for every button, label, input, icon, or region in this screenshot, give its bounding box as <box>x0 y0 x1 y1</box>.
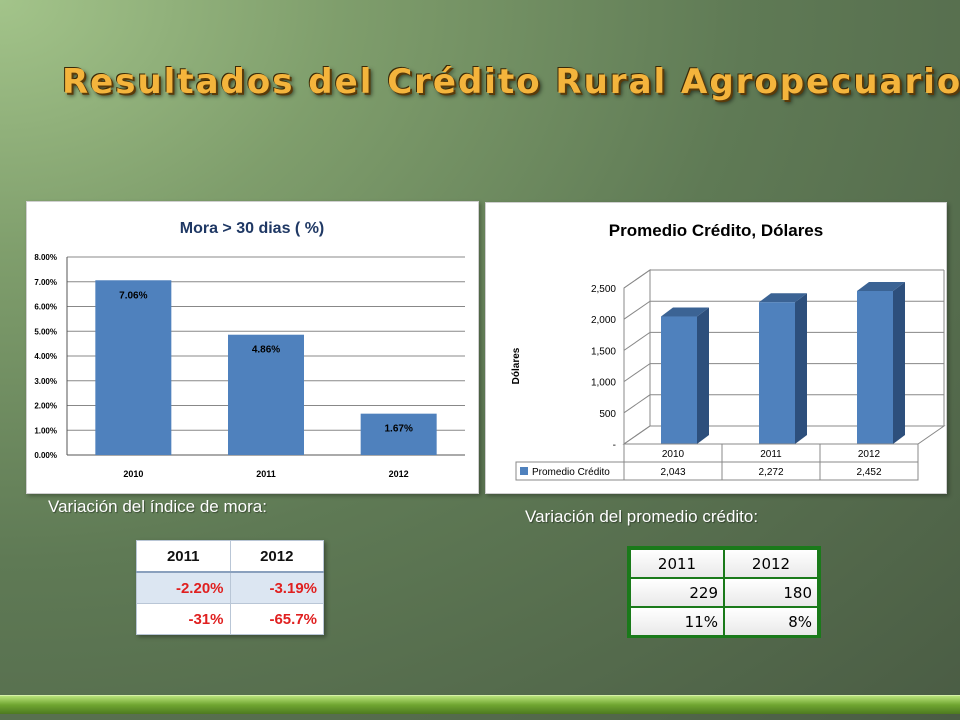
bar <box>759 302 795 444</box>
data-label: 1.67% <box>384 424 412 435</box>
legend-entry: Promedio Crédito <box>532 467 610 478</box>
bar <box>661 316 697 444</box>
bar-top <box>857 281 905 291</box>
y-tick-label: 2,500 <box>591 284 616 295</box>
table-cell: -31% <box>136 603 231 635</box>
grid-line <box>623 300 944 320</box>
x-tick-label: 2011 <box>760 449 782 460</box>
data-table-value: 2,452 <box>856 467 881 478</box>
x-tick-label: 2011 <box>256 469 276 479</box>
caption-mora: Variación del índice de mora: <box>48 497 267 516</box>
table-header-cell: 2011 <box>629 548 725 579</box>
y-tick-label: 3.00% <box>34 377 57 386</box>
mora-variation-table: 2011 2012 -2.20% -3.19% -31% -65.7% <box>136 540 324 635</box>
x-tick-label: 2012 <box>858 449 881 460</box>
bar-top <box>759 293 807 303</box>
y-tick-label: 1,000 <box>591 378 616 389</box>
bar <box>857 290 893 444</box>
y-tick-label: - <box>613 440 616 451</box>
bar <box>95 280 172 455</box>
y-tick-label: 8.00% <box>34 253 57 262</box>
y-tick-label: 2,000 <box>591 315 616 326</box>
table-row: 11% 8% <box>629 606 819 637</box>
y-tick-label: 0.00% <box>34 451 57 460</box>
data-table-value: 2,043 <box>660 467 685 478</box>
table-header-cell: 2012 <box>229 540 324 573</box>
table-cell: 229 <box>629 577 725 608</box>
data-table-value: 2,272 <box>758 467 783 478</box>
y-tick-label: 2.00% <box>34 402 57 411</box>
y-tick-label: 1,500 <box>591 346 616 357</box>
chart-title: Mora > 30 dias ( %) <box>180 220 325 237</box>
bar <box>228 334 304 455</box>
promedio-credito-chart-svg: Promedio Crédito, Dólares - 500 1,000 1,500 2… <box>511 221 946 481</box>
grid-line <box>623 425 944 445</box>
bar <box>360 413 437 455</box>
table-header-cell: 2012 <box>723 548 819 579</box>
table-header-row: 2011 2012 <box>136 540 324 573</box>
x-tick-label: 2010 <box>123 469 143 479</box>
mora-chart: Mora > 30 dias ( %) 0.00% 1.00% 2.00% 3.00% 4… <box>26 201 479 494</box>
bar-top <box>661 307 709 317</box>
bar-side <box>795 293 807 444</box>
grid-line <box>623 331 944 351</box>
y-tick-label: 500 <box>599 409 616 420</box>
table-row: -31% -65.7% <box>136 603 324 635</box>
caption-credito: Variación del promedio crédito: <box>525 507 759 526</box>
y-tick-label: 1.00% <box>34 426 57 435</box>
y-tick-label: 7.00% <box>34 278 57 287</box>
side-wall <box>623 269 651 445</box>
table-header-row: 2011 2012 <box>629 548 819 579</box>
promedio-credito-chart: Promedio Crédito, Dólares - 500 1,000 1,500 2… <box>485 202 947 494</box>
table-row: -2.20% -3.19% <box>136 571 324 604</box>
data-label: 7.06% <box>119 290 147 301</box>
y-axis-label: Dólares <box>511 347 522 384</box>
table-cell: 8% <box>723 606 819 637</box>
grid-line <box>623 363 944 383</box>
data-label: 4.86% <box>252 345 280 356</box>
table-cell: 180 <box>723 577 819 608</box>
table-cell: 11% <box>629 606 725 637</box>
bar-side <box>893 281 905 444</box>
table-cell: -65.7% <box>229 603 324 635</box>
x-tick-label: 2010 <box>662 449 685 460</box>
legend-swatch <box>520 467 528 475</box>
table-row: 229 180 <box>629 577 819 608</box>
x-tick-label: 2012 <box>389 469 409 479</box>
table-cell: -2.20% <box>136 571 231 604</box>
data-table-legend-cell <box>515 461 625 481</box>
table-header-cell: 2011 <box>136 540 231 573</box>
credito-variation-table: 2011 2012 229 180 11% 8% <box>627 546 821 638</box>
mora-chart-svg: Mora > 30 dias ( %) 0.00% 1.00% 2.00% 3.00% 4… <box>34 220 465 479</box>
table-cell: -3.19% <box>229 571 324 604</box>
bar-side <box>697 307 709 444</box>
y-tick-label: 4.00% <box>34 352 57 361</box>
y-tick-label: 6.00% <box>34 303 57 312</box>
grid-line <box>623 269 944 289</box>
chart-title: Promedio Crédito, Dólares <box>609 221 823 240</box>
slide-title: Resultados del Crédito Rural Agropecuari… <box>62 62 960 102</box>
grid-line <box>623 394 944 414</box>
y-tick-label: 5.00% <box>34 327 57 336</box>
footer-bar <box>0 695 960 714</box>
